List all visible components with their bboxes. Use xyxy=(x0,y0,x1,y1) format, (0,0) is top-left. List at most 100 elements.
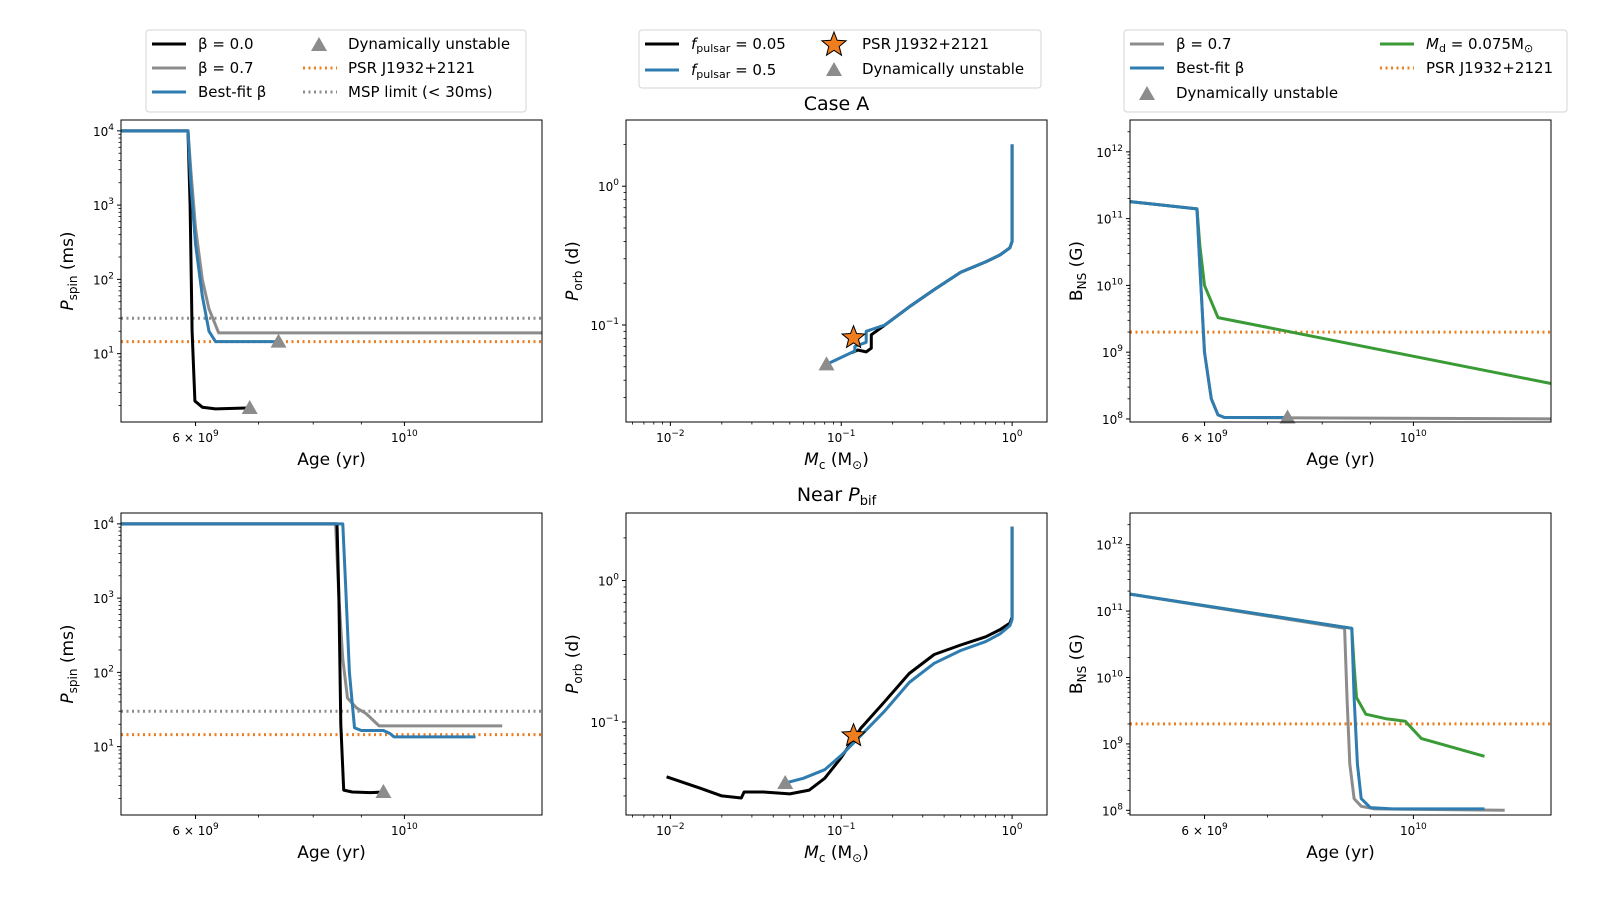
panel-bns_top: 108 109 1010 1011 1012 6 × 109 1010 Age (yr) BNS… xyxy=(1067,119,1552,470)
marker-dynamically-unstable xyxy=(1279,409,1296,424)
x-tick-label: 10−1 xyxy=(827,429,856,445)
legend-label-beta07: β = 0.7 xyxy=(198,59,254,77)
series-best-fit- xyxy=(1130,200,1288,419)
panel-title: Near Pbif xyxy=(797,484,877,509)
plot-area xyxy=(666,526,1014,800)
legend-label-psr-r: PSR J1932+2121 xyxy=(1426,59,1553,77)
marker-dynamically-unstable xyxy=(777,775,794,790)
y-tick-label: 1011 xyxy=(1096,603,1123,619)
y-tick-label: 1011 xyxy=(1096,211,1123,227)
axes-frame xyxy=(625,119,1048,423)
axes-frame xyxy=(1129,119,1552,423)
legend-label-fp005: fpulsar = 0.05 xyxy=(691,35,786,55)
y-tick-label: 103 xyxy=(93,197,114,213)
legend-triangle-icon-r xyxy=(1139,86,1155,100)
legend-right: β = 0.7 Best-fit β Dynamically unstable … xyxy=(1123,29,1568,113)
x-tick-label: 1010 xyxy=(1400,822,1427,838)
marker-dynamically-unstable xyxy=(375,783,392,798)
panel-bns_bot: 108 109 1010 1011 1012 6 × 109 1010 Age (yr) BNS… xyxy=(1067,512,1552,863)
y-tick-label: 100 xyxy=(598,178,619,194)
series-best-fit- xyxy=(121,522,476,739)
panel-spin_bot: 101 102 103 104 6 × 109 1010 Age (yr) Pspin (ms… xyxy=(58,512,543,863)
legend-triangle-icon xyxy=(311,37,327,51)
y-axis-label: Porb (d) xyxy=(563,634,585,694)
x-tick-label: 10−2 xyxy=(656,822,685,838)
series--0-0 xyxy=(121,522,384,795)
legend-label-dyn-r: Dynamically unstable xyxy=(1176,84,1338,102)
series--0-7 xyxy=(121,522,503,728)
axes-frame xyxy=(1129,512,1552,816)
plot-area xyxy=(825,144,1014,366)
y-tick-label: 10−1 xyxy=(590,317,619,333)
legend-label-beta07-r: β = 0.7 xyxy=(1176,35,1232,53)
plot-area xyxy=(121,129,542,411)
y-tick-label: 101 xyxy=(93,346,114,362)
y-tick-label: 104 xyxy=(93,123,114,139)
y-axis-label: BNS (G) xyxy=(1067,241,1089,301)
axes-frame xyxy=(625,512,1048,816)
y-tick-label: 1012 xyxy=(1096,537,1123,553)
y-axis-label: Pspin (ms) xyxy=(58,231,80,310)
panel-porb_top: 10−1 100 10−2 10−1 100 Mc (M⊙) Porb (d) Case A xyxy=(563,93,1048,472)
y-tick-label: 10−1 xyxy=(590,714,619,730)
legend-label-bestfit: Best-fit β xyxy=(198,83,266,101)
x-axis-label: Age (yr) xyxy=(297,450,366,470)
plot-area xyxy=(1130,592,1551,812)
axes-frame xyxy=(120,512,543,816)
y-tick-label: 1010 xyxy=(1096,277,1123,293)
axes-frame xyxy=(120,119,543,423)
y-tick-label: 101 xyxy=(93,739,114,755)
x-tick-label: 100 xyxy=(1002,822,1023,838)
legend-left: β = 0.0 β = 0.7 Best-fit β Dynamically u… xyxy=(145,29,527,113)
star-psr-j1932 xyxy=(840,722,867,747)
x-axis-label: Mc (M⊙) xyxy=(804,843,869,865)
y-tick-label: 1012 xyxy=(1096,144,1123,160)
series-m-d-0-075m- xyxy=(1130,592,1485,758)
series-f-pulsar-0-5 xyxy=(825,144,1014,366)
panel-spin_top: 101 102 103 104 6 × 109 1010 Age (yr) Pspin (ms… xyxy=(58,119,543,470)
legend-label-md: Md = 0.075M⊙ xyxy=(1426,35,1533,55)
x-tick-label: 6 × 109 xyxy=(1181,429,1228,445)
series--0-0 xyxy=(121,129,247,411)
x-tick-label: 6 × 109 xyxy=(172,429,219,445)
legend-label-dyn: Dynamically unstable xyxy=(348,35,510,53)
y-tick-label: 102 xyxy=(93,664,114,680)
y-tick-label: 109 xyxy=(1102,736,1123,752)
series--0-7 xyxy=(1130,200,1551,421)
legend-triangle-icon-mid xyxy=(826,62,842,76)
star-psr-j1932 xyxy=(840,324,867,349)
legend-label-psr: PSR J1932+2121 xyxy=(348,59,475,77)
x-tick-label: 1010 xyxy=(1400,429,1427,445)
series-m-d-0-075m- xyxy=(1130,200,1551,385)
legend-label-dyn-mid: Dynamically unstable xyxy=(862,60,1024,78)
panel-title: Case A xyxy=(804,93,870,115)
x-tick-label: 1010 xyxy=(391,429,418,445)
y-tick-label: 108 xyxy=(1102,802,1123,818)
plot-area xyxy=(1130,200,1551,421)
x-tick-label: 1010 xyxy=(391,822,418,838)
series-best-fit- xyxy=(121,129,279,344)
legend-label-fp05: fpulsar = 0.5 xyxy=(691,61,776,81)
series--0-7 xyxy=(1130,592,1505,812)
y-tick-label: 104 xyxy=(93,516,114,532)
y-tick-label: 100 xyxy=(598,572,619,588)
y-tick-label: 108 xyxy=(1102,411,1123,427)
legend-star-icon xyxy=(820,30,848,57)
x-tick-label: 100 xyxy=(1002,429,1023,445)
y-tick-label: 103 xyxy=(93,590,114,606)
marker-dynamically-unstable xyxy=(241,400,258,415)
series--0-7 xyxy=(121,129,542,335)
y-axis-label: Pspin (ms) xyxy=(58,624,80,703)
panel-porb_bot: 10−1 100 10−2 10−1 100 Mc (M⊙) Porb (d) Near Pb… xyxy=(563,484,1048,865)
y-axis-label: Porb (d) xyxy=(563,241,585,301)
legend-mid: fpulsar = 0.05 fpulsar = 0.5 PSR J1932+2… xyxy=(638,29,1042,89)
marker-dynamically-unstable xyxy=(270,333,287,348)
x-tick-label: 6 × 109 xyxy=(1181,822,1228,838)
marker-dynamically-unstable xyxy=(818,356,835,371)
x-tick-label: 6 × 109 xyxy=(172,822,219,838)
y-axis-label: BNS (G) xyxy=(1067,634,1089,694)
series-best-fit- xyxy=(1130,592,1485,811)
x-tick-label: 10−1 xyxy=(827,822,856,838)
x-axis-label: Mc (M⊙) xyxy=(804,450,869,472)
